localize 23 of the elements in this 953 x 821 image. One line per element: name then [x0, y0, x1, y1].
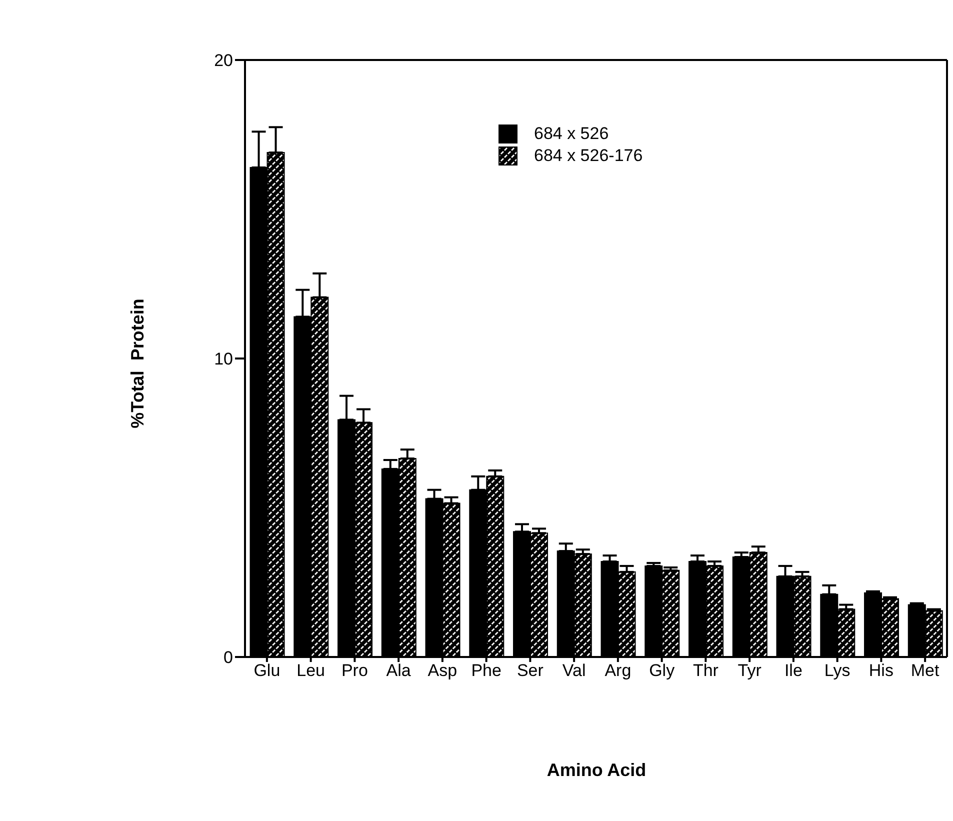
x-tick-label: Phe — [471, 661, 502, 680]
x-tick-label: Asp — [428, 661, 458, 680]
x-tick-label: Glu — [254, 661, 280, 680]
legend-label: 684 x 526 — [534, 124, 609, 144]
legend-label: 684 x 526-176 — [534, 146, 643, 166]
x-tick-label: Val — [562, 661, 586, 680]
x-tick-label: Tyr — [738, 661, 762, 680]
x-tick-label: Gly — [649, 661, 676, 680]
x-tick-label: Ile — [784, 661, 802, 680]
x-tick-label: Pro — [341, 661, 368, 680]
y-tick-label: 10 — [214, 350, 233, 369]
x-tick-label: Met — [910, 661, 940, 680]
y-axis-title: %Total Protein — [128, 298, 148, 428]
x-tick-label: Ser — [516, 661, 544, 680]
x-tick-label: Thr — [692, 661, 719, 680]
x-tick-label: Ala — [386, 661, 412, 680]
y-tick-label: 20 — [214, 51, 233, 70]
x-axis-title: Amino Acid — [546, 760, 648, 781]
x-tick-label: Arg — [604, 661, 632, 680]
x-tick-label: His — [868, 661, 894, 680]
x-tick-label: Leu — [296, 661, 325, 680]
x-tick-label: Lys — [824, 661, 850, 680]
y-tick-label: 0 — [224, 648, 233, 668]
